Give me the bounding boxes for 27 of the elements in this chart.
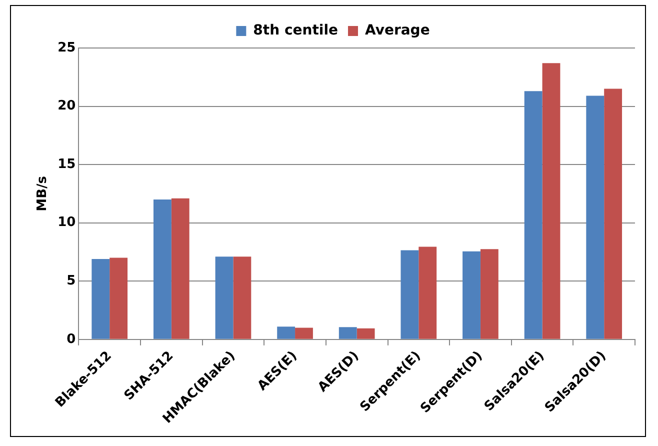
y-tick-label: 20 <box>58 98 76 114</box>
bar <box>215 256 234 339</box>
bar <box>110 258 128 339</box>
bar <box>418 246 437 339</box>
bar <box>462 251 480 339</box>
bar <box>277 326 296 339</box>
y-axis-title: MB/s <box>35 176 50 212</box>
bar <box>171 198 190 339</box>
legend-label: Average <box>365 22 430 39</box>
bar <box>92 258 110 339</box>
y-tick-label: 5 <box>66 274 76 288</box>
bar <box>586 96 604 339</box>
bar <box>524 91 542 339</box>
bar <box>356 328 375 339</box>
legend-label: 8th centile <box>253 22 338 39</box>
bar <box>233 256 252 339</box>
bar <box>295 328 313 339</box>
bar <box>542 63 560 339</box>
bar <box>480 249 498 339</box>
bar <box>400 250 419 339</box>
y-tick-label: 15 <box>58 156 76 172</box>
y-tick-label: 10 <box>58 215 76 230</box>
bar <box>604 88 622 339</box>
y-tick-label: 25 <box>58 40 76 56</box>
bar <box>153 200 172 339</box>
y-tick-label: 0 <box>66 332 76 347</box>
bar <box>338 327 357 339</box>
